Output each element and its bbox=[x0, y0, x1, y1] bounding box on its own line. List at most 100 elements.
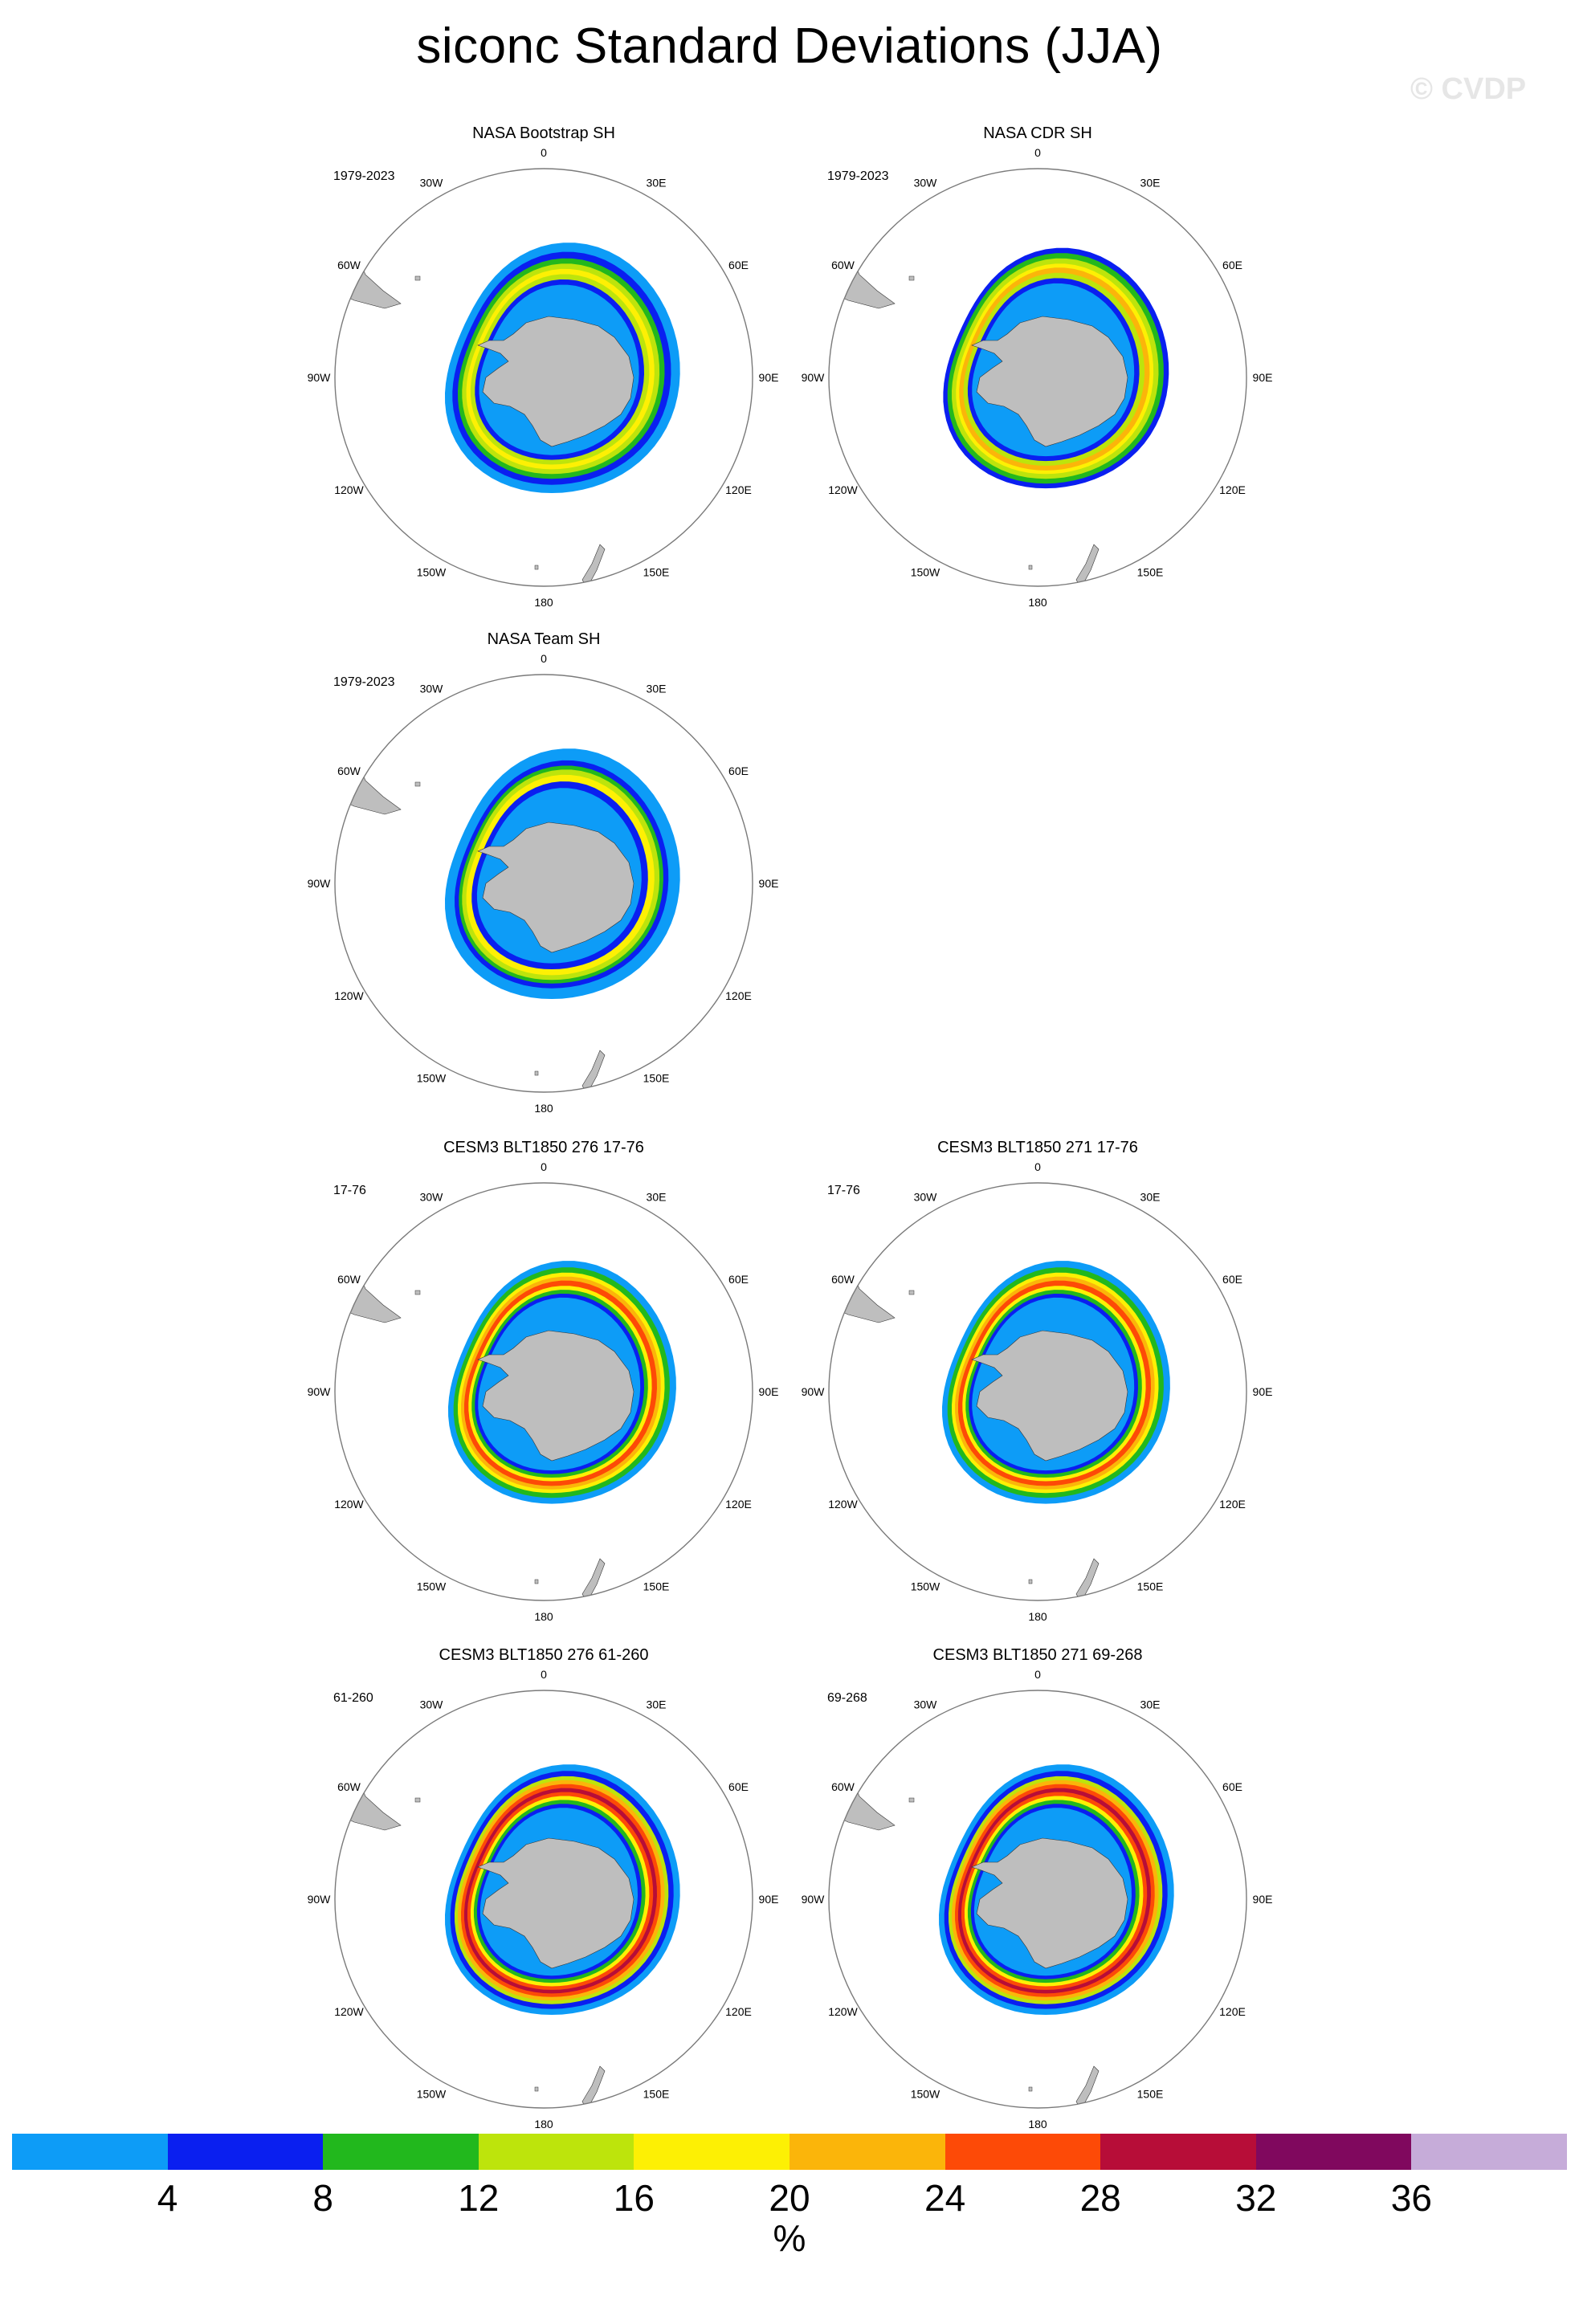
longitude-label: 120E bbox=[1219, 483, 1246, 496]
longitude-label: 150W bbox=[911, 566, 940, 579]
antarctica-landmass bbox=[477, 316, 634, 447]
map-boundary bbox=[334, 1182, 753, 1601]
longitude-label: 150E bbox=[643, 1072, 670, 1085]
longitude-label: 30E bbox=[1140, 1698, 1161, 1711]
longitude-label: 120E bbox=[725, 989, 752, 1002]
longitude-label: 60W bbox=[831, 1273, 855, 1286]
longitude-label: 120E bbox=[1219, 1498, 1246, 1511]
longitude-label: 60E bbox=[728, 259, 749, 271]
longitude-label: 30W bbox=[914, 177, 938, 190]
page-title: siconc Standard Deviations (JJA) bbox=[416, 18, 1163, 74]
longitude-label: 0 bbox=[541, 652, 547, 665]
longitude-label: 30E bbox=[647, 683, 667, 695]
map-panel: CESM3 BLT1850 271 69-268 69-268 0 30E 60E 90E… bbox=[797, 1646, 1279, 2140]
longitude-label: 60E bbox=[728, 1273, 749, 1286]
longitude-label: 60E bbox=[1222, 1780, 1242, 1793]
longitude-label: 120E bbox=[725, 2005, 752, 2018]
longitude-label: 120E bbox=[1219, 2005, 1246, 2018]
polar-map: 0 30E 60E 90E 120E 150E 180 150W 120W 90W 60W 30W bbox=[308, 1668, 779, 2130]
longitude-label: 150E bbox=[643, 2088, 670, 2101]
new-zealand-landmass bbox=[581, 2065, 606, 2108]
longitude-label: 90W bbox=[802, 1893, 826, 1906]
antarctica-landmass bbox=[477, 1837, 634, 1969]
australia-landmass bbox=[687, 1547, 702, 1564]
longitude-label: 120W bbox=[334, 1498, 364, 1511]
colorbar-swatch bbox=[945, 2134, 1101, 2170]
map-boundary bbox=[828, 1182, 1247, 1601]
longitude-label: 60E bbox=[1222, 259, 1242, 271]
longitude-label: 180 bbox=[534, 1102, 553, 1115]
colorbar-swatch bbox=[1255, 2134, 1412, 2170]
longitude-label: 0 bbox=[1034, 1668, 1041, 1681]
longitude-label: 150W bbox=[417, 566, 447, 579]
panel-title: NASA Bootstrap SH bbox=[472, 124, 615, 142]
colorbar-tick-label: 24 bbox=[924, 2177, 966, 2219]
panel-years: 17-76 bbox=[827, 1184, 860, 1197]
map-panel: NASA CDR SH 1979-2023 0 30E 60E 90E 120E 150E 18… bbox=[797, 124, 1279, 618]
longitude-label: 180 bbox=[1028, 596, 1047, 609]
longitude-label: 150W bbox=[417, 1580, 447, 1593]
longitude-label: 150E bbox=[1137, 2088, 1164, 2101]
panel-years: 69-268 bbox=[827, 1691, 867, 1705]
longitude-label: 60E bbox=[1222, 1273, 1242, 1286]
australia-landmass bbox=[687, 533, 702, 550]
map-panel: NASA Team SH 1979-2023 0 30E 60E 90E 120E 150E 1… bbox=[303, 630, 785, 1124]
longitude-label: 90E bbox=[759, 1893, 779, 1906]
colorbar-tick-label: 8 bbox=[312, 2177, 333, 2219]
colorbar-swatch bbox=[478, 2134, 634, 2170]
longitude-label: 30E bbox=[647, 177, 667, 190]
longitude-label: 30E bbox=[1140, 177, 1161, 190]
longitude-label: 30W bbox=[420, 177, 444, 190]
longitude-label: 180 bbox=[534, 2118, 553, 2130]
colorbar-tick-label: 28 bbox=[1079, 2177, 1121, 2219]
map-boundary bbox=[334, 168, 753, 587]
australia-landmass bbox=[687, 1039, 702, 1056]
longitude-label: 90E bbox=[759, 371, 779, 384]
longitude-label: 60W bbox=[337, 764, 361, 777]
panel-title: NASA Team SH bbox=[487, 630, 601, 648]
colorbar-swatch bbox=[790, 2134, 946, 2170]
colorbar-swatch bbox=[1411, 2134, 1568, 2170]
polar-map: 0 30E 60E 90E 120E 150E 180 150W 120W 90W 60W 30W bbox=[308, 1160, 779, 1623]
longitude-label: 90E bbox=[759, 877, 779, 890]
polar-map: 0 30E 60E 90E 120E 150E 180 150W 120W 90W 60W 30W bbox=[802, 1160, 1273, 1623]
panel-years: 1979-2023 bbox=[827, 169, 889, 183]
panel-years: 17-76 bbox=[333, 1184, 366, 1197]
longitude-label: 150W bbox=[417, 2088, 447, 2101]
longitude-label: 120W bbox=[334, 483, 364, 496]
antarctica-landmass bbox=[971, 1837, 1128, 1969]
panel-title: CESM3 BLT1850 271 69-268 bbox=[932, 1646, 1143, 1664]
colorbar-tick-label: 16 bbox=[613, 2177, 655, 2219]
panel-title: NASA CDR SH bbox=[983, 124, 1092, 142]
map-panel: CESM3 BLT1850 276 17-76 17-76 0 30E 60E 90E 12… bbox=[303, 1139, 785, 1633]
polar-map: 0 30E 60E 90E 120E 150E 180 150W 120W 90W 60W 30W bbox=[802, 1668, 1273, 2130]
colorbar-tick-label: 12 bbox=[458, 2177, 500, 2219]
longitude-label: 120W bbox=[828, 483, 858, 496]
map-boundary bbox=[334, 1690, 753, 2109]
colorbar-tick-label: 20 bbox=[769, 2177, 810, 2219]
colorbar-swatch bbox=[12, 2134, 169, 2170]
longitude-label: 30W bbox=[914, 1698, 938, 1711]
longitude-label: 150E bbox=[643, 1580, 670, 1593]
longitude-label: 90E bbox=[1253, 1385, 1273, 1398]
longitude-label: 120E bbox=[725, 483, 752, 496]
antarctica-landmass bbox=[477, 1330, 634, 1462]
longitude-label: 150W bbox=[911, 1580, 940, 1593]
colorbar-swatch bbox=[1100, 2134, 1257, 2170]
map-panel: CESM3 BLT1850 276 61-260 61-260 0 30E 60E 90E… bbox=[303, 1646, 785, 2140]
longitude-label: 120W bbox=[828, 1498, 858, 1511]
map-panel: NASA Bootstrap SH 1979-2023 0 30E 60E 90E 120E… bbox=[303, 124, 785, 618]
map-panel: CESM3 BLT1850 271 17-76 17-76 0 30E 60E 90E 12… bbox=[797, 1139, 1279, 1633]
colorbar-tick-label: 4 bbox=[157, 2177, 178, 2219]
longitude-label: 60W bbox=[831, 1780, 855, 1793]
panel-title: CESM3 BLT1850 276 61-260 bbox=[439, 1646, 649, 1664]
antarctica-landmass bbox=[477, 822, 634, 953]
panel-title: CESM3 BLT1850 271 17-76 bbox=[937, 1139, 1138, 1156]
longitude-label: 60E bbox=[728, 764, 749, 777]
colorbar bbox=[12, 2134, 1568, 2170]
longitude-label: 60W bbox=[831, 259, 855, 271]
colorbar-tick-label: 36 bbox=[1390, 2177, 1432, 2219]
longitude-label: 60E bbox=[728, 1780, 749, 1793]
longitude-label: 120W bbox=[828, 2005, 858, 2018]
longitude-label: 60W bbox=[337, 1273, 361, 1286]
